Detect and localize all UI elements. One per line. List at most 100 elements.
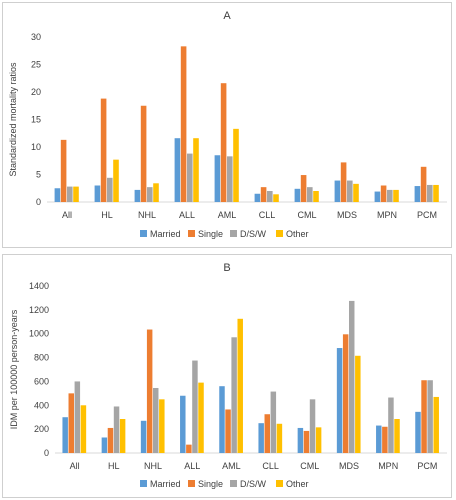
chart-b-bar-cml-other bbox=[315, 427, 322, 453]
chart-b-y-tick-4: 800 bbox=[34, 353, 49, 363]
chart-a-bar-hl-single bbox=[100, 98, 107, 202]
chart-a-x-tick-7: MDS bbox=[337, 210, 357, 220]
chart-panel-b: B IDM per 100000 person-years 0 200 400 600 80… bbox=[2, 254, 452, 498]
chart-b-x-tick-0: All bbox=[70, 461, 80, 471]
chart-a-bar-mds-single bbox=[340, 162, 347, 202]
chart-b-y-tick-3: 600 bbox=[34, 376, 49, 386]
chart-b-bar-all-single bbox=[68, 393, 74, 453]
chart-a-y-axis-label: Standardized mortality ratios bbox=[8, 62, 18, 177]
chart-a-bar-nhl-other bbox=[153, 183, 159, 202]
chart-a-title: A bbox=[223, 10, 231, 22]
chart-a-bar-pcm-dsw bbox=[427, 184, 433, 202]
chart-a-y-tick-4: 20 bbox=[31, 87, 41, 97]
chart-a-x-tick-5: CLL bbox=[259, 210, 276, 220]
chart-b-legend-label-2: D/S/W bbox=[240, 479, 267, 489]
chart-b-bar-mpn-other bbox=[394, 419, 400, 453]
chart-b-legend-swatch-0 bbox=[140, 480, 147, 487]
chart-b-x-tick-6: CML bbox=[300, 461, 319, 471]
chart-a-x-tick-3: ALL bbox=[179, 210, 195, 220]
chart-a-legend-swatch-2 bbox=[230, 230, 237, 237]
chart-a-bar-all-single bbox=[180, 46, 187, 202]
chart-b-bar-mds-other bbox=[355, 355, 361, 453]
chart-b-legend-swatch-1 bbox=[188, 480, 195, 487]
chart-b-bar-cll-single bbox=[264, 414, 270, 453]
chart-b-bar-pcm-married bbox=[415, 411, 421, 453]
chart-a-svg: A Standardized mortality ratios 0 5 10 15 20 25… bbox=[8, 10, 447, 239]
chart-a-bar-nhl-single bbox=[140, 105, 147, 202]
chart-b-bar-mpn-dsw bbox=[388, 397, 394, 453]
chart-b-bar-cml-married bbox=[297, 427, 304, 453]
chart-b-y-tick-7: 1400 bbox=[29, 281, 49, 291]
chart-a-bar-all-other bbox=[73, 186, 79, 202]
chart-b-bar-aml-single bbox=[225, 409, 231, 453]
chart-b-x-tick-4: AML bbox=[222, 461, 241, 471]
chart-b-bar-aml-married bbox=[219, 386, 225, 453]
chart-a-bar-aml-dsw bbox=[227, 156, 233, 202]
chart-b-bar-nhl-other bbox=[159, 399, 165, 453]
chart-a-x-tick-8: MPN bbox=[377, 210, 397, 220]
chart-panel-a: A Standardized mortality ratios 0 5 10 15 20 25… bbox=[2, 2, 452, 248]
chart-b-x-tick-2: NHL bbox=[144, 461, 162, 471]
chart-a-legend-swatch-3 bbox=[276, 230, 283, 237]
chart-a-y-tick-6: 30 bbox=[31, 32, 41, 42]
chart-a-bar-all-married bbox=[174, 138, 181, 202]
chart-b-x-tick-7: MDS bbox=[339, 461, 359, 471]
chart-a-bar-hl-other bbox=[113, 159, 119, 202]
chart-b-y-tick-2: 400 bbox=[34, 400, 49, 410]
chart-b-bar-all-other bbox=[198, 382, 204, 453]
chart-a-y-tick-2: 10 bbox=[31, 142, 41, 152]
chart-a-bar-pcm-married bbox=[414, 186, 421, 202]
chart-a-bar-aml-other bbox=[233, 128, 239, 202]
chart-b-bar-nhl-single bbox=[146, 329, 153, 453]
chart-a-x-tick-6: CML bbox=[297, 210, 316, 220]
chart-a-bar-aml-married bbox=[214, 155, 221, 202]
chart-a-bar-hl-dsw bbox=[107, 177, 113, 202]
chart-a-bar-mpn-other bbox=[393, 189, 399, 202]
chart-b-bar-aml-other bbox=[237, 318, 243, 453]
chart-b-bar-mpn-married bbox=[376, 425, 382, 453]
chart-a-bar-cll-single bbox=[260, 187, 267, 202]
chart-a-bar-hl-married bbox=[94, 185, 101, 202]
chart-a-x-tick-1: HL bbox=[101, 210, 113, 220]
chart-a-bar-pcm-single bbox=[420, 166, 427, 202]
chart-a-bar-cml-single bbox=[300, 175, 307, 202]
chart-b-bar-hl-other bbox=[119, 419, 126, 453]
chart-a-bar-mpn-married bbox=[374, 191, 381, 202]
chart-a-bar-cml-married bbox=[294, 188, 301, 202]
chart-b-svg: B IDM per 100000 person-years 0 200 400 600 80… bbox=[9, 262, 447, 489]
chart-b-bar-all-married bbox=[180, 395, 186, 453]
chart-a-bar-all-other bbox=[193, 138, 199, 202]
chart-b-bar-pcm-dsw bbox=[427, 380, 433, 453]
chart-b-bar-hl-single bbox=[107, 427, 114, 453]
chart-b-bar-aml-dsw bbox=[231, 337, 237, 453]
chart-b-bar-mds-married bbox=[336, 348, 343, 453]
chart-b-bar-pcm-other bbox=[433, 396, 439, 453]
chart-b-bar-hl-dsw bbox=[113, 406, 120, 453]
chart-b-bar-cml-single bbox=[303, 430, 310, 453]
chart-b-title: B bbox=[223, 262, 230, 274]
chart-a-bar-mds-other bbox=[353, 183, 359, 202]
chart-a-bar-all-dsw bbox=[187, 153, 193, 202]
chart-b-bar-all-single bbox=[186, 444, 192, 453]
chart-a-y-tick-3: 15 bbox=[31, 115, 41, 125]
chart-b-bar-cml-dsw bbox=[309, 399, 316, 453]
chart-b-bar-cll-dsw bbox=[270, 391, 277, 453]
chart-a-legend-label-0: Married bbox=[150, 229, 181, 239]
chart-a-x-tick-2: NHL bbox=[138, 210, 156, 220]
chart-a-bar-pcm-other bbox=[433, 184, 439, 202]
chart-a-legend-swatch-0 bbox=[140, 230, 147, 237]
chart-a-y-tick-0: 0 bbox=[36, 197, 41, 207]
chart-a-bar-all-married bbox=[54, 188, 61, 202]
chart-b-x-tick-8: MPN bbox=[378, 461, 398, 471]
chart-a-bar-mpn-dsw bbox=[387, 189, 393, 202]
chart-a-legend-label-3: Other bbox=[286, 229, 309, 239]
chart-b-legend-swatch-3 bbox=[276, 480, 283, 487]
chart-b-y-tick-6: 1200 bbox=[29, 305, 49, 315]
chart-b-bar-hl-married bbox=[101, 437, 108, 453]
chart-a-x-tick-9: PCM bbox=[417, 210, 437, 220]
chart-b-bar-mpn-single bbox=[382, 426, 388, 453]
chart-b-bar-cll-married bbox=[258, 423, 264, 453]
chart-b-y-tick-0: 0 bbox=[44, 448, 49, 458]
chart-b-y-tick-5: 1000 bbox=[29, 329, 49, 339]
chart-b-bar-cll-other bbox=[276, 423, 283, 453]
